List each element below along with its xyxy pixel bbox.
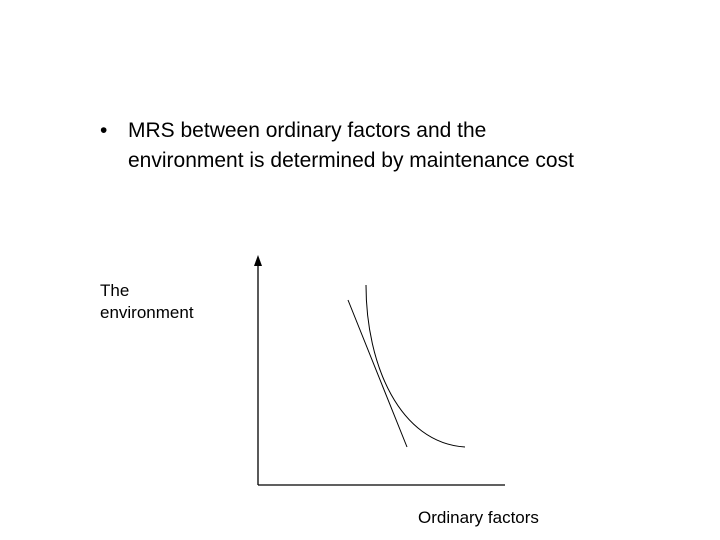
bullet-marker: • bbox=[100, 119, 108, 142]
x-axis-label: Ordinary factors bbox=[418, 508, 539, 527]
bullet-text: MRS between ordinary factors and the env… bbox=[128, 119, 574, 172]
y-axis-arrow bbox=[254, 255, 262, 266]
isoquant-curve bbox=[365, 284, 466, 448]
tangent-line bbox=[347, 299, 408, 448]
y-axis-label: The environment bbox=[100, 281, 194, 322]
